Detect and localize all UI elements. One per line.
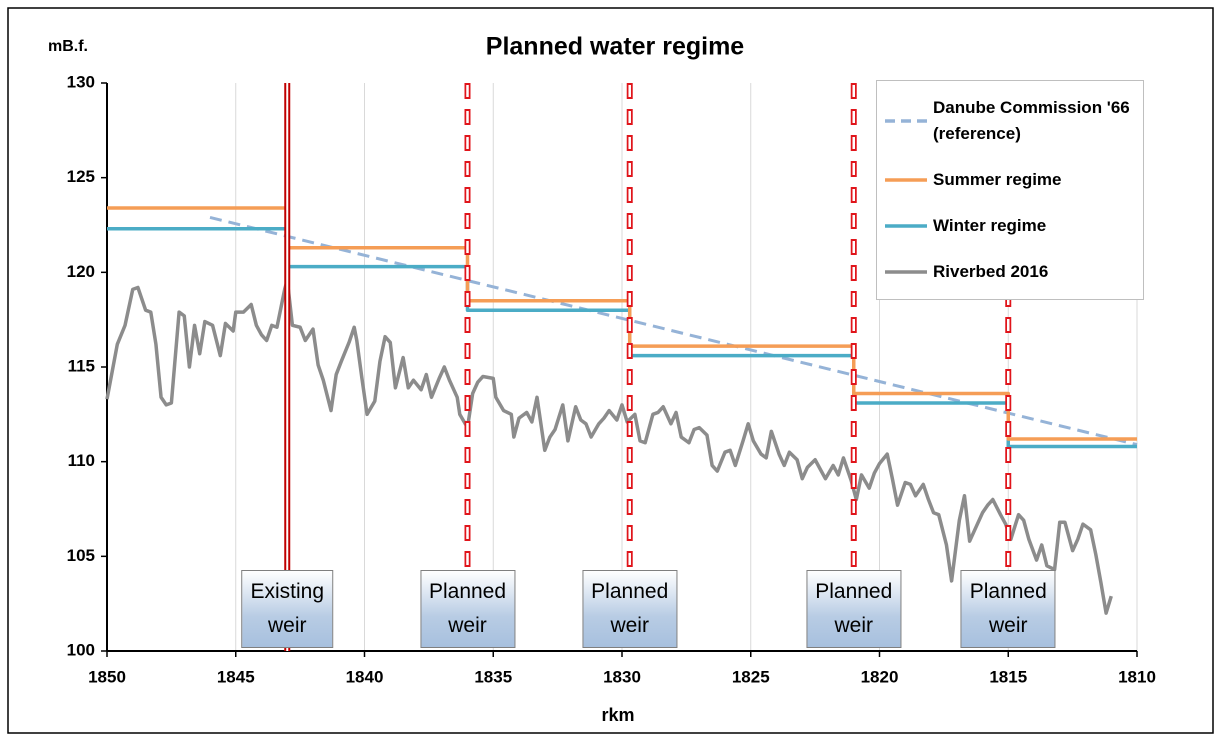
x-tick-label: 1830 — [603, 667, 641, 686]
y-tick-label: 125 — [67, 167, 95, 186]
x-tick-label: 1840 — [346, 667, 384, 686]
legend-swatch — [885, 224, 927, 228]
weir-label: Existing weir — [241, 570, 334, 648]
x-tick-label: 1820 — [861, 667, 899, 686]
y-tick-label: 110 — [68, 451, 95, 470]
x-tick-label: 1835 — [474, 667, 512, 686]
x-tick-label: 1810 — [1118, 667, 1156, 686]
weir-label: Planned weir — [960, 570, 1056, 648]
legend-label: Riverbed 2016 — [933, 261, 1049, 281]
x-tick-label: 1850 — [88, 667, 126, 686]
legend-swatch — [885, 178, 927, 182]
weir-label: Planned weir — [419, 570, 516, 648]
y-tick-label: 115 — [68, 356, 95, 375]
chart-title: Planned water regime — [486, 33, 745, 61]
legend-label: Summer regime — [933, 170, 1062, 190]
legend-entry: Danube Commission '66 (reference) — [877, 95, 1143, 148]
legend-entry: Winter regime — [877, 213, 1143, 239]
series-line — [105, 278, 1113, 615]
y-tick-label: 100 — [67, 640, 95, 659]
legend-entry: Summer regime — [877, 167, 1143, 193]
y-tick-label: 120 — [67, 262, 95, 281]
frame — [7, 7, 1214, 734]
legend-entry: Riverbed 2016 — [877, 259, 1143, 285]
x-axis-label: rkm — [601, 705, 634, 725]
legend-swatch — [885, 270, 927, 274]
legend-label: Winter regime — [933, 215, 1047, 235]
y-axis-label: mB.f. — [48, 38, 88, 55]
y-tick-label: 105 — [67, 546, 95, 565]
x-tick-label: 1825 — [732, 667, 770, 686]
legend-swatch — [885, 119, 927, 123]
series-line — [209, 215, 1138, 447]
x-tick-label: 1845 — [217, 667, 255, 686]
legend: Danube Commission '66 (reference) Summer … — [876, 80, 1144, 300]
x-tick-label: 1815 — [989, 667, 1027, 686]
legend-label: Danube Commission '66 (reference) — [933, 97, 1130, 144]
weir-label: Planned weir — [582, 570, 678, 648]
y-tick-label: 130 — [67, 72, 95, 91]
weir-label: Planned weir — [806, 570, 902, 648]
